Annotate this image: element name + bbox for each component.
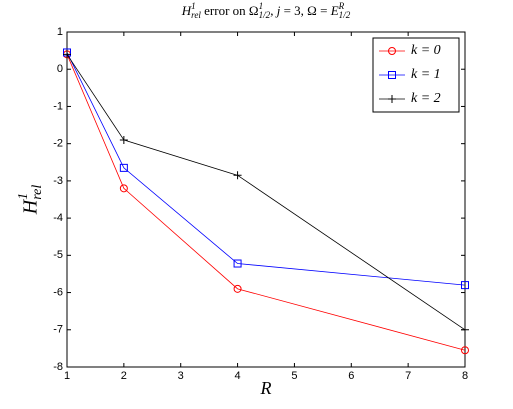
x-tick-label: 6 [348,370,354,382]
marker [233,284,242,293]
y-label-part: H [20,198,42,215]
title-part: rel [191,10,201,20]
title-part: Ω [249,3,259,18]
title-part: H [181,3,192,18]
marker [119,163,128,172]
title-part: , [270,3,277,18]
x-tick-label: 7 [405,370,411,382]
marker [461,325,469,334]
y-tick-label: -6 [53,286,63,298]
x-tick-label: 2 [121,370,127,382]
marker [119,135,128,144]
x-axis-label: R [260,378,272,398]
marker [63,50,71,59]
marker [233,259,242,268]
title-part: = 3, [280,3,307,18]
y-tick-label: -7 [53,324,63,336]
x-tick-label: 5 [291,370,297,382]
legend-label: k = 2 [411,91,441,106]
legend-marker [388,47,396,55]
x-tick-label: 3 [178,370,184,382]
series-line [66,54,466,351]
y-tick-label: -8 [53,361,63,373]
y-tick-label: 0 [57,63,63,75]
y-tick-label: -4 [53,212,63,224]
x-tick-label: 8 [462,370,468,382]
title-part: E [330,3,339,18]
y-label-part: rel [30,185,45,200]
marker [233,171,242,180]
series-line [66,54,466,331]
title-part: error on [201,3,249,18]
title-part: j [275,3,281,18]
y-label-part: 1 [16,193,31,200]
legend-marker [388,71,396,79]
y-tick-label: 1 [57,26,63,38]
legend-label: k = 1 [411,67,441,82]
y-tick-label: -1 [53,100,63,112]
y-tick-label: -2 [53,138,63,150]
marker [119,184,128,193]
y-axis-label: H1 rel [16,185,45,216]
series-line [66,52,466,286]
title-part: 1/2 [339,10,351,20]
title-part: 1 [259,1,264,11]
y-tick-label: -3 [53,175,63,187]
y-tick-label: -5 [53,249,63,261]
title-part: 1 [191,1,196,11]
marker [461,346,469,355]
marker [461,281,469,290]
title-part: Ω [307,3,317,18]
title-part: R [338,1,345,11]
title-part: = [317,3,331,18]
title-part: 1/2 [259,10,271,20]
legend-marker [388,95,396,103]
legend-label: k = 0 [411,43,441,58]
x-tick-label: 1 [64,370,70,382]
x-tick-label: 4 [235,370,241,382]
